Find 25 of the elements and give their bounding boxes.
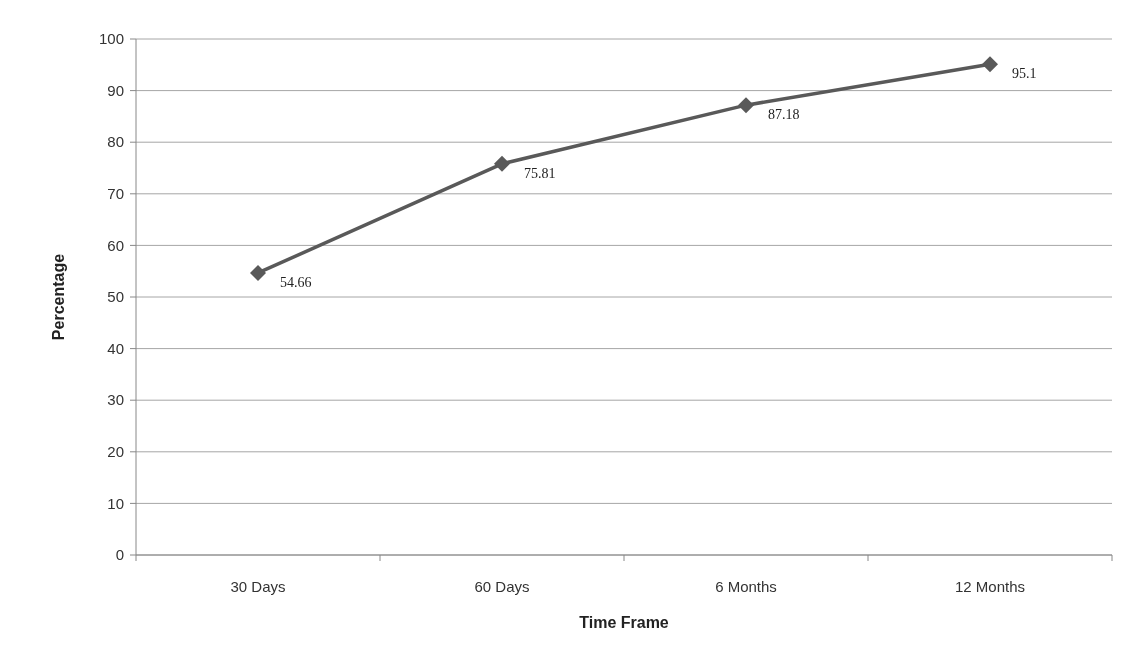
data-label: 75.81 bbox=[524, 165, 556, 181]
y-tick-label: 80 bbox=[107, 133, 124, 151]
y-axis-title: Percentage bbox=[50, 253, 67, 341]
y-tick-label: 60 bbox=[107, 236, 124, 254]
y-tick-label: 40 bbox=[107, 339, 124, 357]
x-tick-label: 12 Months bbox=[954, 578, 1026, 595]
x-axis-title: Time Frame bbox=[579, 614, 669, 631]
data-label: 54.66 bbox=[280, 274, 312, 290]
y-tick-label: 70 bbox=[107, 185, 124, 203]
point bbox=[494, 155, 510, 172]
point bbox=[250, 264, 266, 281]
y-tick-label: 20 bbox=[107, 443, 124, 461]
y-tick-label: 0 bbox=[115, 546, 124, 564]
y-tick-label: 50 bbox=[107, 288, 124, 306]
data-label: 95.1 bbox=[1012, 66, 1037, 82]
x-tick-label: 6 Months bbox=[715, 578, 777, 595]
point bbox=[982, 56, 998, 73]
y-tick-label: 100 bbox=[98, 30, 124, 48]
y-tick-label: 30 bbox=[107, 391, 124, 409]
data-label: 87.18 bbox=[768, 107, 800, 123]
point bbox=[738, 97, 754, 114]
y-tick-label: 90 bbox=[107, 81, 124, 99]
x-tick-label: 60 Days bbox=[474, 578, 530, 595]
x-tick-label: 30 Days bbox=[230, 578, 286, 595]
y-tick-label: 10 bbox=[107, 494, 124, 512]
